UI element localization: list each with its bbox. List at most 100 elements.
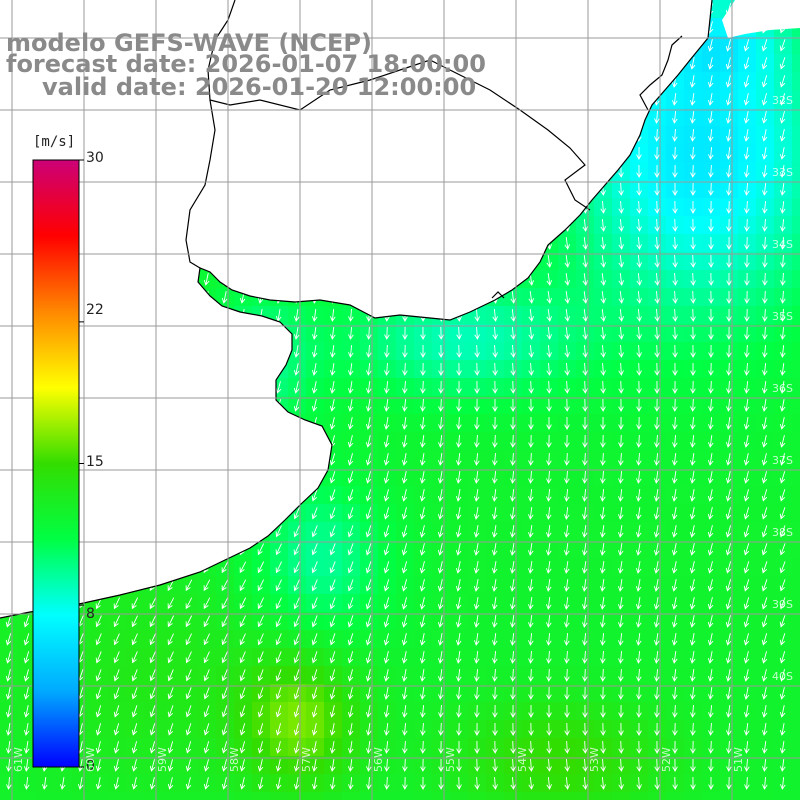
- wind-arrow: [420, 758, 426, 772]
- wind-arrow: [599, 596, 606, 610]
- wind-arrow: [546, 506, 552, 520]
- wind-arrow: [564, 272, 571, 286]
- wind-arrow: [491, 543, 498, 556]
- wind-arrow: [437, 633, 444, 646]
- wind-arrow: [77, 777, 84, 790]
- wind-arrow: [744, 164, 750, 178]
- wind-arrow: [167, 741, 174, 754]
- wind-arrow: [131, 615, 138, 628]
- wind-arrow: [618, 650, 624, 664]
- wind-arrow: [761, 471, 768, 484]
- wind-arrow: [384, 740, 390, 754]
- wind-arrow: [221, 741, 228, 754]
- wind-arrow: [636, 344, 642, 358]
- wind-arrow: [672, 164, 678, 178]
- wind-arrow: [672, 110, 678, 124]
- wind-arrow: [690, 308, 696, 322]
- wind-arrow: [528, 632, 534, 646]
- wind-arrow: [329, 471, 336, 484]
- wind-arrow: [383, 507, 390, 520]
- wind-arrow: [779, 489, 786, 502]
- wind-arrow: [761, 164, 768, 178]
- wind-arrow: [690, 416, 696, 430]
- wind-arrow: [203, 705, 210, 718]
- wind-arrow: [744, 254, 750, 268]
- wind-arrow: [384, 344, 390, 358]
- wind-arrow: [689, 561, 696, 574]
- wind-arrow: [365, 525, 372, 538]
- wind-arrow: [618, 236, 624, 250]
- wind-arrow: [474, 398, 480, 412]
- wind-arrow: [401, 615, 408, 628]
- wind-arrow: [474, 434, 480, 448]
- wind-speed-cell: [414, 792, 432, 800]
- wind-arrow: [510, 668, 516, 682]
- wind-arrow: [672, 290, 678, 304]
- wind-arrow: [725, 111, 732, 124]
- wind-arrow: [366, 362, 372, 376]
- wind-arrow: [600, 488, 606, 502]
- wind-arrow: [23, 741, 30, 754]
- wind-arrow: [780, 344, 786, 358]
- wind-arrow: [725, 471, 732, 484]
- wind-arrow: [23, 723, 30, 736]
- wind-arrow: [726, 776, 732, 790]
- wind-arrow: [617, 506, 624, 520]
- wind-arrow: [293, 561, 300, 574]
- wind-arrow: [635, 632, 642, 646]
- wind-arrow: [365, 597, 372, 610]
- wind-arrow: [708, 308, 714, 322]
- wind-arrow: [689, 471, 696, 484]
- wind-arrow: [167, 633, 174, 646]
- wind-arrow: [329, 776, 336, 790]
- wind-speed-cell: [792, 108, 800, 126]
- wind-arrow: [293, 651, 300, 664]
- wind-arrow: [185, 633, 192, 646]
- wind-speed-cell: [792, 792, 800, 800]
- wind-arrow: [455, 525, 462, 538]
- wind-arrow: [329, 597, 336, 610]
- wind-arrow: [401, 687, 408, 700]
- wind-arrow: [5, 615, 12, 628]
- colorbar-gradient: [32, 159, 80, 768]
- wind-arrow: [293, 669, 300, 682]
- wind-arrow: [24, 776, 30, 790]
- wind-arrow: [654, 434, 660, 448]
- wind-arrow: [690, 704, 696, 718]
- wind-arrow: [654, 200, 660, 214]
- wind-arrow: [239, 723, 246, 736]
- wind-arrow: [726, 362, 732, 376]
- wind-arrow: [636, 434, 642, 448]
- wind-speed-cell: [792, 612, 800, 630]
- wind-arrow: [690, 776, 696, 790]
- wind-arrow: [725, 93, 732, 106]
- wind-arrow: [761, 129, 768, 142]
- wind-arrow: [726, 182, 732, 196]
- wind-speed-cell: [792, 144, 800, 162]
- wind-arrow: [743, 75, 750, 88]
- wind-arrow: [329, 453, 336, 466]
- wind-arrow: [437, 452, 444, 466]
- wind-arrow: [347, 417, 354, 430]
- wind-arrow: [149, 651, 156, 664]
- wind-arrow: [311, 326, 318, 340]
- wind-arrow: [546, 380, 552, 394]
- lon-label-59w: 59W: [156, 747, 169, 772]
- wind-speed-cell: [72, 792, 90, 800]
- wind-arrow: [600, 272, 607, 286]
- wind-arrow: [509, 524, 516, 538]
- wind-arrow: [581, 596, 588, 610]
- wind-arrow: [473, 543, 480, 556]
- wind-arrow: [708, 722, 714, 736]
- wind-arrow: [293, 615, 300, 628]
- wind-arrow: [563, 560, 570, 574]
- wind-arrow: [600, 470, 606, 484]
- wind-arrow: [582, 380, 588, 394]
- wind-arrow: [636, 758, 642, 772]
- wind-arrow: [689, 579, 696, 592]
- wind-arrow: [707, 453, 714, 466]
- wind-arrow: [672, 128, 678, 142]
- wind-arrow: [708, 740, 714, 754]
- wind-arrow: [726, 164, 732, 178]
- wind-speed-cell: [792, 162, 800, 180]
